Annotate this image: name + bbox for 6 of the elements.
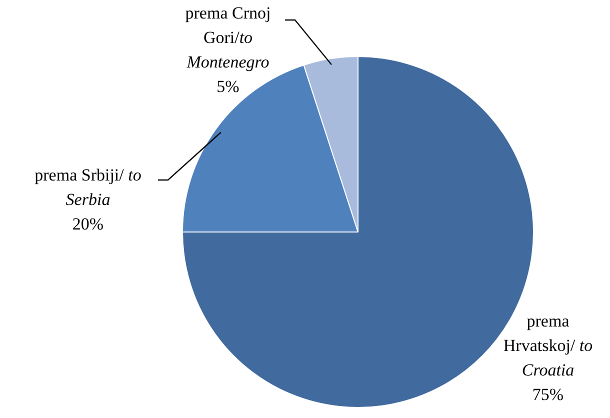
- data-label: 5%: [216, 76, 240, 96]
- data-label: 20%: [72, 214, 104, 234]
- slice-label: prema Srbiji/ to Serbia: [34, 165, 142, 209]
- data-label: 75%: [532, 384, 564, 404]
- slice-label: prema Crnoj Gori/to Montenegro: [185, 3, 271, 72]
- slice-label: prema Hrvatskoj/ to Croatia: [503, 311, 593, 380]
